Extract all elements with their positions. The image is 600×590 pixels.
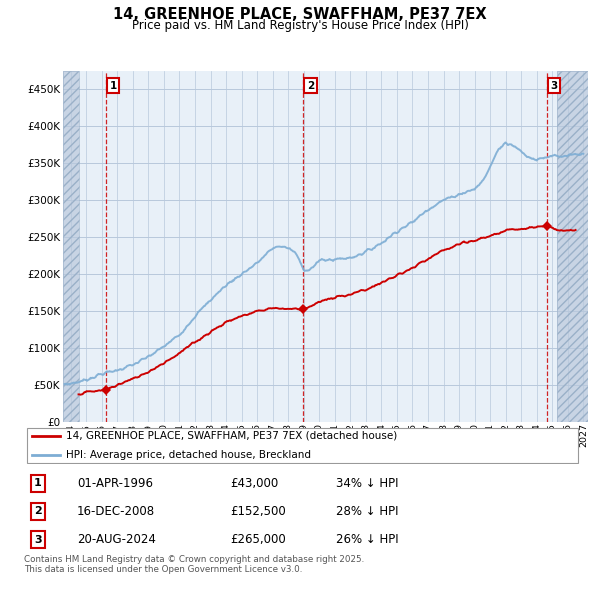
Text: 01-APR-1996: 01-APR-1996 <box>77 477 153 490</box>
Text: 26% ↓ HPI: 26% ↓ HPI <box>337 533 399 546</box>
Text: 3: 3 <box>34 535 42 545</box>
Text: 1: 1 <box>34 478 42 488</box>
Text: 20-AUG-2024: 20-AUG-2024 <box>77 533 156 546</box>
Text: 1: 1 <box>110 81 117 91</box>
Bar <box>63 71 79 422</box>
FancyBboxPatch shape <box>27 428 578 463</box>
Text: £152,500: £152,500 <box>230 505 286 518</box>
Text: 14, GREENHOE PLACE, SWAFFHAM, PE37 7EX (detached house): 14, GREENHOE PLACE, SWAFFHAM, PE37 7EX (… <box>66 431 397 441</box>
Text: 16-DEC-2008: 16-DEC-2008 <box>77 505 155 518</box>
Text: 3: 3 <box>550 81 557 91</box>
Bar <box>63 71 79 422</box>
Text: 34% ↓ HPI: 34% ↓ HPI <box>337 477 399 490</box>
Text: HPI: Average price, detached house, Breckland: HPI: Average price, detached house, Brec… <box>66 450 311 460</box>
Text: £265,000: £265,000 <box>230 533 286 546</box>
Text: 2: 2 <box>34 506 42 516</box>
Bar <box>557 71 588 422</box>
Text: Price paid vs. HM Land Registry's House Price Index (HPI): Price paid vs. HM Land Registry's House … <box>131 19 469 32</box>
Bar <box>557 71 588 422</box>
Text: 2: 2 <box>307 81 314 91</box>
Text: £43,000: £43,000 <box>230 477 279 490</box>
Text: Contains HM Land Registry data © Crown copyright and database right 2025.
This d: Contains HM Land Registry data © Crown c… <box>24 555 364 574</box>
Text: 28% ↓ HPI: 28% ↓ HPI <box>337 505 399 518</box>
Text: 14, GREENHOE PLACE, SWAFFHAM, PE37 7EX: 14, GREENHOE PLACE, SWAFFHAM, PE37 7EX <box>113 7 487 22</box>
